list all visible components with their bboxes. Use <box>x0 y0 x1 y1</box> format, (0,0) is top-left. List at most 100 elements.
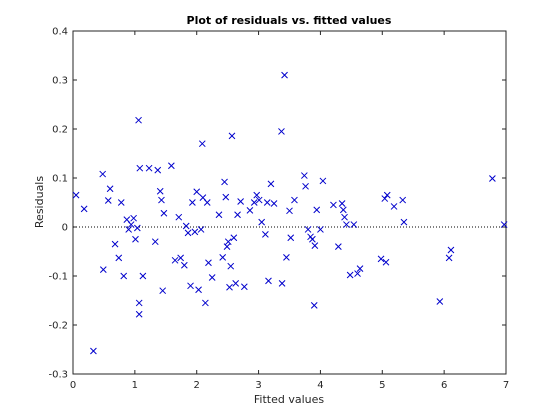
x-tick-label: 6 <box>441 380 447 391</box>
data-point <box>104 197 112 204</box>
data-point <box>222 193 230 201</box>
data-point <box>221 178 228 186</box>
data-point <box>255 196 263 204</box>
data-point <box>227 262 235 270</box>
data-point <box>399 196 407 204</box>
data-point <box>400 218 408 226</box>
data-point <box>310 302 318 309</box>
data-point <box>287 234 295 242</box>
data-point <box>191 228 199 236</box>
data-point <box>445 254 453 262</box>
data-point <box>219 254 227 261</box>
data-point <box>208 274 216 281</box>
data-point <box>291 196 298 204</box>
data-point <box>187 282 194 290</box>
data-point <box>198 140 206 148</box>
data-point <box>278 128 285 135</box>
data-point <box>115 254 123 262</box>
data-point <box>197 226 205 233</box>
data-point <box>154 166 162 174</box>
y-axis: -0.3 -0.2 -0.1 0 0.1 0.2 0.3 0.4 <box>48 27 506 381</box>
data-point <box>160 209 168 217</box>
data-point <box>356 265 364 273</box>
data-point <box>224 238 232 246</box>
data-point <box>377 255 385 263</box>
y-tick-label: 0.1 <box>52 174 68 185</box>
data-point <box>205 259 212 267</box>
data-point <box>265 277 272 285</box>
plot-area <box>72 30 507 375</box>
data-point <box>145 164 153 172</box>
data-point <box>278 279 286 287</box>
data-point <box>286 207 293 215</box>
data-point <box>311 242 319 249</box>
data-point <box>130 214 137 222</box>
data-point <box>228 132 236 140</box>
data-point <box>267 180 275 188</box>
data-point <box>253 191 261 199</box>
y-tick-label: 0.4 <box>52 27 68 38</box>
data-point <box>80 205 88 213</box>
data-point <box>167 162 175 170</box>
data-point <box>338 200 346 207</box>
data-point <box>489 175 496 182</box>
data-point <box>313 206 321 214</box>
data-point <box>304 226 312 233</box>
data-point <box>127 221 135 228</box>
data-point <box>111 240 119 248</box>
data-point <box>500 221 508 228</box>
data-point <box>189 199 196 206</box>
data-point <box>390 203 398 210</box>
data-point <box>175 213 183 221</box>
data-point <box>125 226 133 233</box>
data-point <box>250 199 258 206</box>
data-point <box>281 71 288 79</box>
data-point <box>436 298 444 305</box>
data-point <box>302 182 309 190</box>
data-point <box>346 271 354 279</box>
y-tick-label: -0.1 <box>48 272 68 283</box>
x-tick-label: 7 <box>503 380 509 391</box>
data-point <box>354 270 361 277</box>
x-tick-label: 4 <box>317 380 323 391</box>
data-point <box>159 287 167 295</box>
y-tick-label: 0 <box>62 223 68 234</box>
data-point <box>335 243 342 250</box>
data-point <box>156 187 164 195</box>
data-point <box>106 185 114 193</box>
data-point <box>158 196 165 204</box>
data-point <box>215 211 223 219</box>
data-point <box>258 218 266 226</box>
data-point <box>234 211 241 219</box>
data-point <box>135 299 143 307</box>
data-point <box>237 198 244 205</box>
data-point <box>232 279 240 287</box>
data-point <box>180 261 188 269</box>
plot-frame <box>72 30 507 375</box>
y-tick-label: 0.3 <box>52 76 68 87</box>
data-point <box>193 188 201 196</box>
data-point <box>135 310 143 318</box>
data-point <box>226 283 233 291</box>
data-point <box>90 347 97 355</box>
data-point <box>203 199 211 206</box>
data-point <box>350 221 358 228</box>
data-point <box>136 164 144 172</box>
y-tick-label: -0.2 <box>48 321 68 332</box>
x-tick-label: 5 <box>379 380 385 391</box>
data-point <box>283 254 290 261</box>
data-point <box>117 199 125 206</box>
data-point <box>300 172 308 179</box>
data-point <box>343 221 350 228</box>
data-point <box>133 224 141 232</box>
chart-title: Plot of residuals vs. fitted values <box>187 14 392 27</box>
data-point <box>230 234 238 242</box>
y-tick-label: 0.2 <box>52 125 68 136</box>
data-point <box>132 235 139 243</box>
x-tick-label: 0 <box>70 380 76 391</box>
data-point <box>309 235 316 243</box>
data-point <box>72 191 80 199</box>
data-point <box>135 116 142 124</box>
data-point <box>339 206 347 214</box>
